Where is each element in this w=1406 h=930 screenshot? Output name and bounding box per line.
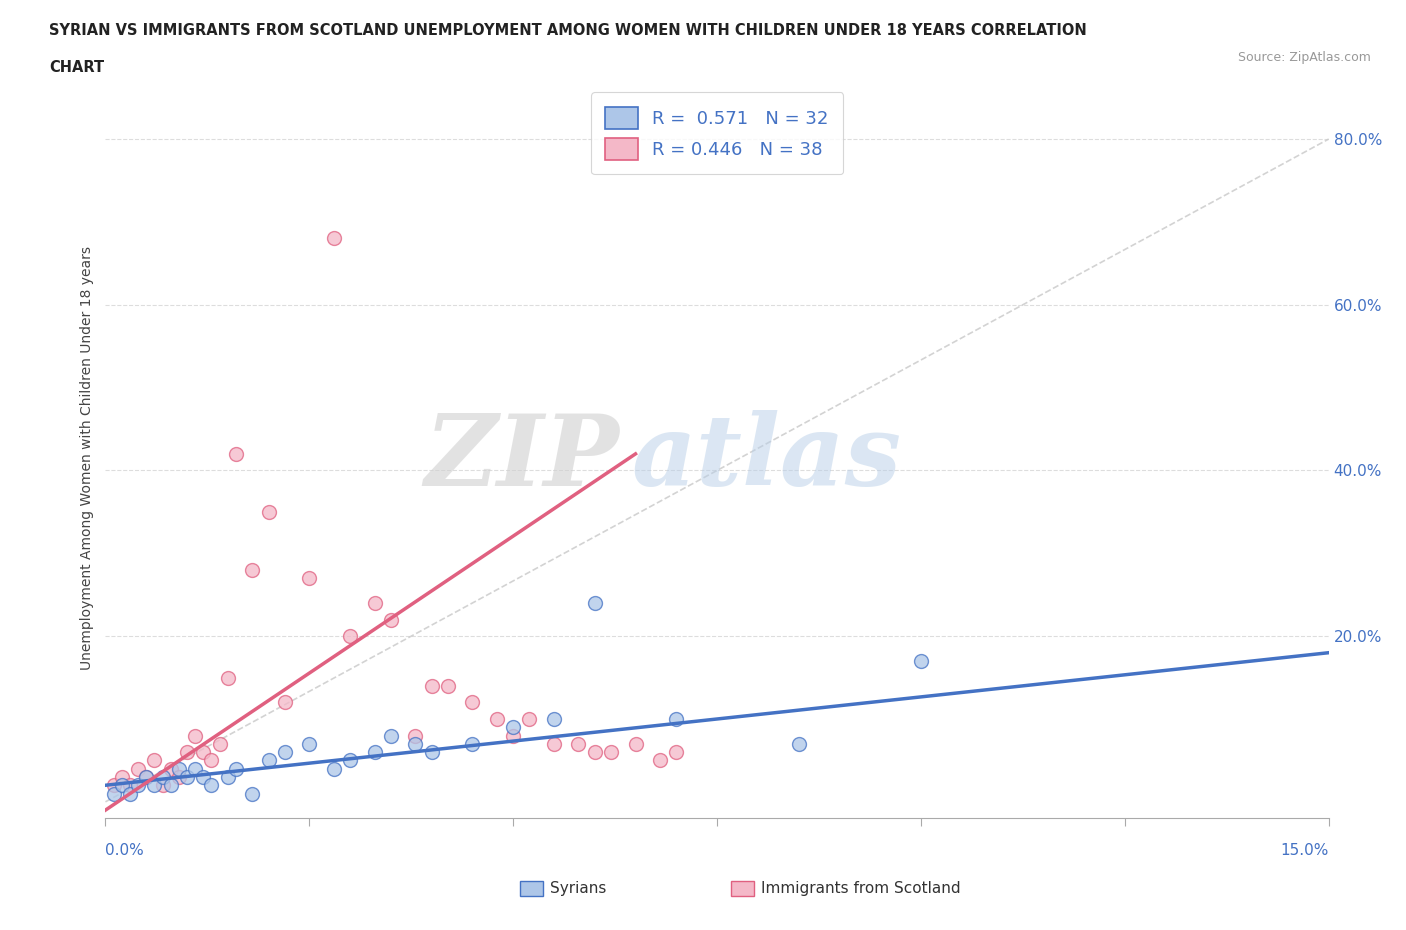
Point bbox=[159, 762, 181, 777]
Point bbox=[200, 753, 222, 768]
Point bbox=[485, 711, 508, 726]
Point bbox=[127, 777, 149, 792]
Point bbox=[135, 769, 157, 784]
Text: atlas: atlas bbox=[631, 410, 901, 506]
Point bbox=[217, 671, 239, 685]
Point bbox=[339, 753, 361, 768]
Point bbox=[103, 786, 125, 801]
Point bbox=[600, 745, 623, 760]
Point bbox=[380, 612, 402, 627]
Point bbox=[322, 231, 344, 246]
Legend: R =  0.571   N = 32, R = 0.446   N = 38: R = 0.571 N = 32, R = 0.446 N = 38 bbox=[591, 92, 844, 174]
Point bbox=[200, 777, 222, 792]
Point bbox=[583, 745, 606, 760]
Point bbox=[217, 769, 239, 784]
Point bbox=[322, 762, 344, 777]
Point bbox=[665, 745, 688, 760]
Point bbox=[380, 728, 402, 743]
Point bbox=[208, 737, 231, 751]
Point bbox=[567, 737, 589, 751]
Text: ZIP: ZIP bbox=[425, 410, 619, 506]
Point bbox=[274, 745, 297, 760]
Point bbox=[665, 711, 688, 726]
Point bbox=[298, 571, 321, 586]
Point bbox=[502, 720, 524, 735]
Point bbox=[184, 762, 207, 777]
Point bbox=[257, 504, 280, 519]
Point bbox=[103, 777, 125, 792]
Point bbox=[437, 678, 460, 693]
Point bbox=[152, 777, 174, 792]
Point bbox=[135, 769, 157, 784]
Point bbox=[127, 762, 149, 777]
Text: Immigrants from Scotland: Immigrants from Scotland bbox=[761, 881, 960, 896]
Text: CHART: CHART bbox=[49, 60, 104, 75]
Text: SYRIAN VS IMMIGRANTS FROM SCOTLAND UNEMPLOYMENT AMONG WOMEN WITH CHILDREN UNDER : SYRIAN VS IMMIGRANTS FROM SCOTLAND UNEMP… bbox=[49, 23, 1087, 38]
Point bbox=[143, 753, 166, 768]
Point bbox=[787, 737, 810, 751]
Point bbox=[240, 786, 263, 801]
Point bbox=[404, 728, 426, 743]
Point bbox=[339, 629, 361, 644]
Point bbox=[363, 595, 385, 610]
Point bbox=[420, 678, 443, 693]
Point bbox=[176, 745, 198, 760]
Point bbox=[519, 711, 541, 726]
Point bbox=[143, 777, 166, 792]
Point bbox=[184, 728, 207, 743]
Text: Syrians: Syrians bbox=[550, 881, 606, 896]
Text: 15.0%: 15.0% bbox=[1281, 844, 1329, 858]
Point bbox=[502, 728, 524, 743]
Text: Source: ZipAtlas.com: Source: ZipAtlas.com bbox=[1237, 51, 1371, 64]
Y-axis label: Unemployment Among Women with Children Under 18 years: Unemployment Among Women with Children U… bbox=[80, 246, 94, 670]
Point bbox=[543, 711, 565, 726]
Point bbox=[257, 753, 280, 768]
Point bbox=[167, 769, 190, 784]
Point bbox=[193, 745, 215, 760]
Point bbox=[404, 737, 426, 751]
Point bbox=[159, 777, 181, 792]
Point bbox=[225, 446, 247, 461]
Point bbox=[152, 769, 174, 784]
Point bbox=[274, 695, 297, 710]
Point bbox=[298, 737, 321, 751]
Point bbox=[118, 777, 141, 792]
Point bbox=[167, 762, 190, 777]
Point bbox=[225, 762, 247, 777]
Point bbox=[648, 753, 671, 768]
Point bbox=[583, 595, 606, 610]
Point bbox=[118, 786, 141, 801]
Point bbox=[111, 777, 134, 792]
Point bbox=[363, 745, 385, 760]
Point bbox=[240, 563, 263, 578]
Point bbox=[910, 654, 932, 669]
Point bbox=[461, 695, 484, 710]
Point bbox=[176, 769, 198, 784]
Point bbox=[543, 737, 565, 751]
Point bbox=[624, 737, 647, 751]
Point bbox=[461, 737, 484, 751]
Text: 0.0%: 0.0% bbox=[105, 844, 145, 858]
Point bbox=[193, 769, 215, 784]
Point bbox=[420, 745, 443, 760]
Point bbox=[111, 769, 134, 784]
